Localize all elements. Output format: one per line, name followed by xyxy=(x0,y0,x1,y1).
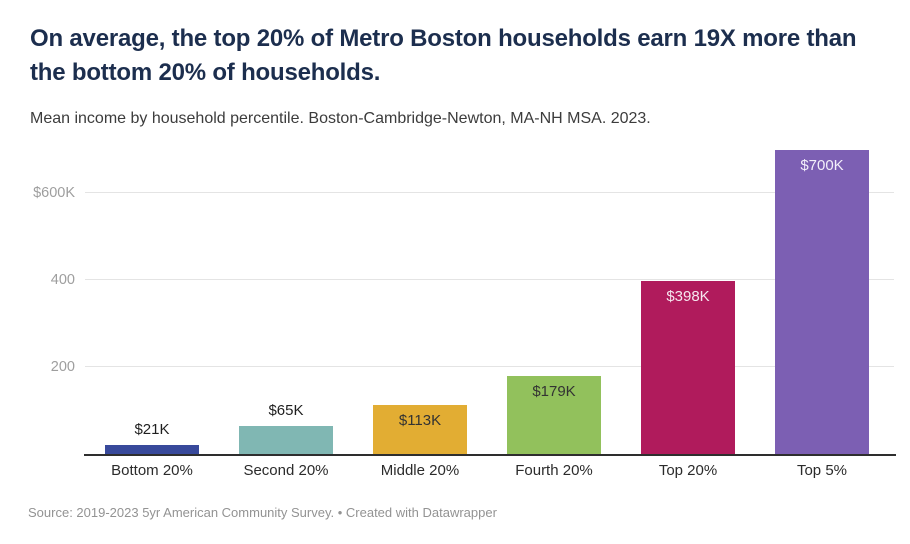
gridline-200 xyxy=(85,366,894,368)
y-axis-tick-label-400: 400 xyxy=(50,272,75,289)
bar-value-label-top-20: $398K xyxy=(666,288,710,305)
x-axis-category-label-second-20: Second 20% xyxy=(243,462,329,479)
bar-value-label-second-20: $65K xyxy=(268,402,304,419)
x-axis-category-label-top-5: Top 5% xyxy=(796,462,848,479)
bar-value-label-bottom-20: $21K xyxy=(134,421,170,438)
gridline-400 xyxy=(85,279,894,281)
bar-slot-top-5: $700K xyxy=(755,140,889,454)
bar-middle-20: $113K xyxy=(373,405,467,454)
chart-title: On average, the top 20% of Metro Boston … xyxy=(30,25,857,86)
source-note: Source: 2019-2023 5yr American Community… xyxy=(28,505,497,520)
bar-top-5: $700K xyxy=(775,150,869,454)
bar-top-20: $398K xyxy=(641,281,735,454)
x-axis-category-label-middle-20: Middle 20% xyxy=(380,462,460,479)
x-axis-category-label-fourth-20: Fourth 20% xyxy=(515,462,593,479)
bar-slot-middle-20: $113K xyxy=(353,140,487,454)
x-axis-category-labels: Bottom 20% Second 20% Middle 20% Fourth 20%… xyxy=(85,462,889,479)
bar-slot-bottom-20: $21K xyxy=(85,140,219,454)
bar-fourth-20: $179K xyxy=(507,376,601,454)
x-axis-category-label-top-20: Top 20% xyxy=(658,462,718,479)
bar-value-label-fourth-20: $179K xyxy=(532,383,576,400)
x-axis-line xyxy=(84,454,896,456)
bar-slot-top-20: $398K xyxy=(621,140,755,454)
bar-value-label-middle-20: $113K xyxy=(398,412,442,429)
bar-bottom-20 xyxy=(105,445,199,454)
bar-value-label-top-5: $700K xyxy=(800,157,844,174)
bar-slot-fourth-20: $179K xyxy=(487,140,621,454)
bar-chart-plot: $600K 400 200 $21K $65K $113K $179K $398K $700K xyxy=(0,140,910,456)
gridline-600 xyxy=(85,192,894,194)
bars-row: $21K $65K $113K $179K $398K $700K xyxy=(85,140,889,454)
x-axis-category-label-bottom-20: Bottom 20% xyxy=(111,462,193,479)
y-axis-tick-label-200: 200 xyxy=(50,359,75,376)
bar-slot-second-20: $65K xyxy=(219,140,353,454)
chart-subtitle: Mean income by household percentile. Bos… xyxy=(30,110,651,127)
bar-second-20 xyxy=(239,426,333,454)
y-axis-tick-label-600: $600K xyxy=(33,185,75,202)
